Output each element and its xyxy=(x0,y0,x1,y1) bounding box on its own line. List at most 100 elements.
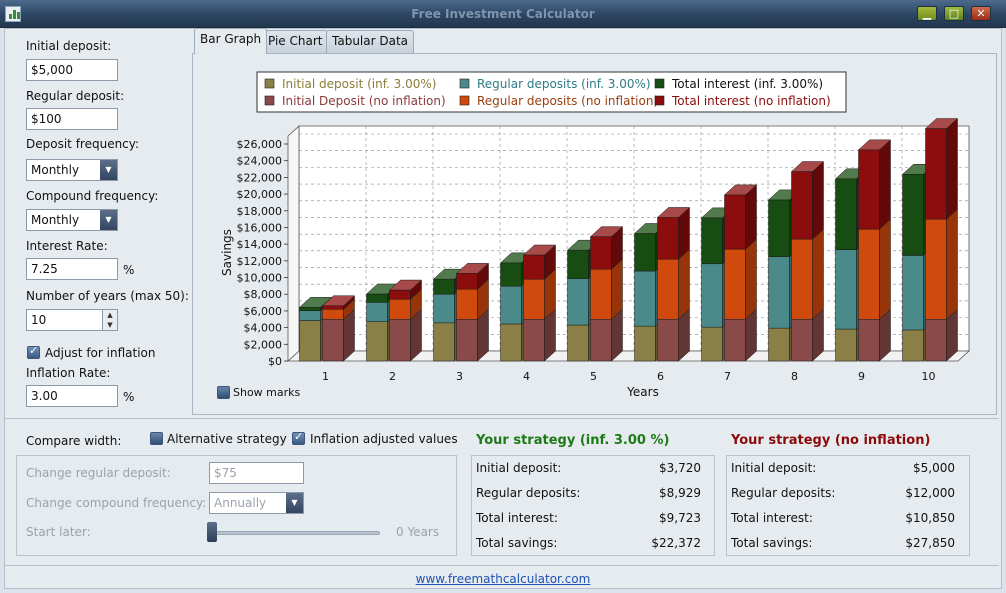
bar-segment xyxy=(433,293,455,324)
bar-segment xyxy=(925,128,947,220)
change-regular-deposit-label: Change regular deposit: xyxy=(26,466,171,480)
inflation-adjusted-checkbox[interactable] xyxy=(292,430,305,445)
bar-segment xyxy=(634,325,656,362)
summary-row-value: $12,000 xyxy=(905,486,955,500)
y-tick-label: $22,000 xyxy=(237,171,283,184)
website-link[interactable]: www.freemathcalculator.com xyxy=(415,572,591,586)
x-tick-label: 10 xyxy=(922,370,936,383)
tab-pie-chart[interactable]: Pie Chart xyxy=(262,30,329,53)
bar-segment xyxy=(523,278,545,320)
legend-swatch xyxy=(264,95,275,106)
bar-segment xyxy=(567,324,589,362)
change-compound-select[interactable]: Annually ▼ xyxy=(209,492,304,514)
summary-row-value: $8,929 xyxy=(659,486,701,500)
tab-bar-graph[interactable]: Bar Graph xyxy=(194,28,268,54)
bar-segment xyxy=(701,263,723,328)
maximize-button[interactable]: □ xyxy=(944,6,964,21)
bar-segment xyxy=(791,319,813,362)
bar-segment-side xyxy=(745,184,757,250)
bar-segment-side xyxy=(812,160,824,240)
divider xyxy=(5,418,999,419)
legend-entry: Initial Deposit (no inflation) xyxy=(282,94,446,108)
spin-down-icon[interactable]: ▼ xyxy=(107,321,113,329)
slider-handle[interactable] xyxy=(207,522,217,542)
bar-segment xyxy=(523,254,545,280)
summary-row-label: Total savings: xyxy=(476,536,558,550)
bar-segment-side xyxy=(946,208,958,320)
bar-segment xyxy=(389,298,411,320)
bar-segment-side xyxy=(879,218,891,320)
x-tick-label: 6 xyxy=(657,370,664,383)
minimize-icon: ▁ xyxy=(922,7,932,20)
chevron-down-icon[interactable]: ▼ xyxy=(100,210,117,230)
summary-row-value: $9,723 xyxy=(659,511,701,525)
bar-segment xyxy=(456,273,478,290)
x-tick-label: 7 xyxy=(724,370,731,383)
legend-entry: Initial deposit (inf. 3.00%) xyxy=(282,77,437,91)
bar-segment-top xyxy=(723,184,758,196)
bar-segment xyxy=(500,285,522,325)
initial-deposit-input[interactable]: $5,000 xyxy=(26,59,118,81)
alternative-strategy-label: Alternative strategy xyxy=(167,432,287,446)
bar-chart: Initial deposit (inf. 3.00%) Regular depo… xyxy=(220,71,971,399)
y-tick-label: $20,000 xyxy=(237,188,283,201)
chevron-down-icon[interactable]: ▼ xyxy=(100,160,117,180)
start-later-slider[interactable] xyxy=(212,531,380,535)
bar-segment-side xyxy=(879,139,891,230)
interest-rate-label: Interest Rate: xyxy=(26,239,108,253)
change-compound-value: Annually xyxy=(214,496,267,510)
bar-segment-top xyxy=(589,226,624,237)
interest-rate-input[interactable]: 7.25 xyxy=(26,258,118,280)
legend-entry: Total interest (inf. 3.00%) xyxy=(671,77,823,91)
inflation-rate-input[interactable]: 3.00 xyxy=(26,385,118,407)
summary-row-value: $3,720 xyxy=(659,461,701,475)
chart-side-wall xyxy=(287,125,300,362)
bar-segment-side xyxy=(745,238,757,320)
bar-segment-top xyxy=(790,161,825,172)
bar-segment-top xyxy=(924,118,959,129)
close-button[interactable]: ✕ xyxy=(971,6,991,21)
interest-rate-unit: % xyxy=(123,263,135,277)
deposit-frequency-select[interactable]: Monthly ▼ xyxy=(26,159,118,181)
close-icon: ✕ xyxy=(976,7,986,20)
bar-segment xyxy=(500,323,522,362)
inflation-rate-unit: % xyxy=(123,390,135,404)
years-stepper[interactable]: 10 ▲ ▼ xyxy=(26,309,118,331)
minimize-button[interactable]: ▁ xyxy=(917,6,937,21)
bar-segment xyxy=(366,302,388,322)
regular-deposit-input[interactable]: $100 xyxy=(26,108,118,130)
x-axis-label: Years xyxy=(626,385,659,399)
summary-row-label: Initial deposit: xyxy=(731,461,817,475)
bar-segment xyxy=(567,249,589,279)
bar-segment xyxy=(299,310,321,321)
initial-deposit-label: Initial deposit: xyxy=(26,39,112,53)
tab-tabular-data[interactable]: Tabular Data xyxy=(326,30,415,53)
bar-segment xyxy=(322,309,344,320)
bar-segment xyxy=(523,319,545,362)
y-tick-label: $6,000 xyxy=(244,305,283,318)
start-later-value: 0 Years xyxy=(396,525,440,539)
bar-segment xyxy=(835,328,857,362)
start-later-label: Start later: xyxy=(26,525,91,539)
summary-row-label: Total savings: xyxy=(731,536,813,550)
spin-up-icon[interactable]: ▲ xyxy=(107,311,113,319)
bar-segment xyxy=(835,178,857,250)
compound-frequency-select[interactable]: Monthly ▼ xyxy=(26,209,118,231)
bar-segment xyxy=(389,289,411,300)
inflation-adjusted-label: Inflation adjusted values xyxy=(310,432,458,446)
chevron-down-icon[interactable]: ▼ xyxy=(286,493,303,513)
legend-box xyxy=(256,71,847,113)
alternative-strategy-checkbox[interactable] xyxy=(150,432,163,445)
adjust-inflation-checkbox[interactable] xyxy=(27,344,40,359)
bar-segment xyxy=(299,307,321,311)
y-tick-label: $16,000 xyxy=(237,221,283,234)
legend-swatch xyxy=(459,78,470,89)
show-marks-checkbox[interactable] xyxy=(217,386,230,399)
bar-segment xyxy=(724,194,746,250)
bar-segment xyxy=(657,258,679,320)
bar-segment xyxy=(590,268,612,320)
change-regular-deposit-input[interactable]: $75 xyxy=(209,462,304,484)
years-spinner[interactable]: ▲ ▼ xyxy=(102,310,117,330)
bar-segment xyxy=(389,319,411,362)
legend-entry: Total interest (no inflation) xyxy=(671,94,831,108)
